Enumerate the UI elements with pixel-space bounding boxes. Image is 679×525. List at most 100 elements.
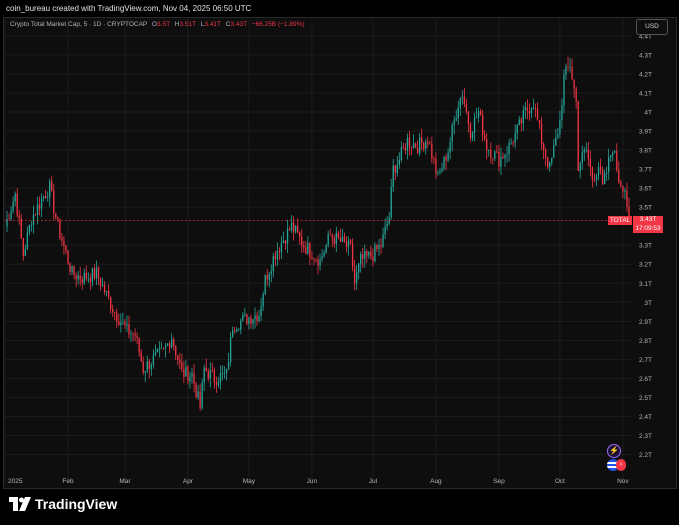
- events-badge-icon[interactable]: ›: [616, 459, 626, 471]
- chart-frame[interactable]: [3, 17, 677, 489]
- candle-body: [171, 339, 173, 348]
- candle-body: [325, 244, 327, 253]
- x-tick-label: Apr: [183, 478, 194, 485]
- candle-body: [10, 210, 12, 220]
- candle-body: [160, 347, 163, 349]
- candle-body: [453, 120, 455, 125]
- low-label: L: [200, 21, 205, 28]
- candle-body: [134, 333, 136, 336]
- candle-body: [6, 218, 8, 227]
- candle-body: [164, 345, 167, 349]
- currency-button[interactable]: USD: [636, 19, 668, 35]
- candle-body: [103, 284, 106, 293]
- candle-body: [494, 151, 496, 159]
- y-tick-label: 2.6T: [639, 376, 652, 383]
- candle-body: [506, 154, 508, 155]
- candle-body: [71, 266, 73, 272]
- candle-body: [431, 144, 433, 159]
- candle-body: [93, 268, 96, 279]
- y-tick-label: 3.9T: [639, 128, 652, 135]
- candle-body: [622, 185, 624, 192]
- candle-body: [189, 376, 191, 382]
- candle-body: [421, 137, 423, 143]
- candle-body: [124, 321, 126, 326]
- candle-body: [51, 181, 53, 191]
- candle-body: [538, 120, 541, 124]
- candle-body: [105, 290, 108, 293]
- y-tick-label: 3.5T: [639, 205, 652, 212]
- candle-body: [223, 372, 226, 374]
- candle-body: [280, 243, 283, 253]
- candle-body: [557, 134, 559, 138]
- candle-body: [262, 293, 264, 307]
- candle-body: [231, 330, 234, 337]
- candle-body: [620, 182, 622, 186]
- tradingview-logo: TradingView: [9, 496, 117, 512]
- candle-body: [158, 348, 161, 350]
- candle-body: [181, 362, 183, 370]
- candle-body: [614, 151, 616, 153]
- candle-body: [177, 355, 179, 360]
- candle-body: [331, 235, 333, 239]
- candle-body: [268, 273, 270, 280]
- candle-body: [26, 232, 29, 249]
- candle-body: [605, 172, 608, 174]
- candle-body: [459, 97, 461, 108]
- candle-body: [366, 251, 368, 256]
- close-value: 3.43T: [230, 21, 247, 28]
- candle-body: [335, 233, 337, 244]
- candle-body: [441, 168, 443, 172]
- candle-body: [97, 267, 100, 279]
- candle-body: [38, 204, 41, 209]
- candle-body: [341, 236, 344, 242]
- candle-body: [42, 195, 45, 199]
- candle-body: [374, 245, 376, 262]
- candle-body: [591, 167, 594, 181]
- candle-body: [394, 165, 396, 173]
- candle-body: [191, 373, 193, 377]
- candle-body: [272, 256, 274, 272]
- candle-body: [575, 88, 577, 102]
- candle-body: [469, 124, 472, 139]
- candle-body: [510, 142, 512, 144]
- y-tick-label: 4.3T: [639, 52, 652, 59]
- candle-body: [197, 391, 199, 398]
- candle-body: [20, 218, 22, 239]
- y-tick-label: 2.3T: [639, 433, 652, 440]
- candle-body: [567, 66, 569, 68]
- candle-body: [327, 234, 329, 245]
- candle-body: [437, 172, 439, 174]
- candle-body: [579, 163, 581, 171]
- candle-body: [311, 257, 313, 260]
- candle-body: [81, 279, 83, 283]
- candle-body: [339, 237, 342, 242]
- candle-body: [378, 245, 380, 250]
- candle-body: [370, 251, 372, 257]
- candle-body: [347, 240, 350, 247]
- candle-body: [573, 79, 575, 89]
- candle-body: [329, 234, 331, 236]
- candle-body: [44, 195, 47, 199]
- candle-body: [61, 237, 63, 241]
- candle-body: [512, 142, 514, 144]
- candle-body: [608, 157, 610, 173]
- close-label: C: [225, 21, 231, 28]
- price-tag-countdown: 17:09:53: [635, 224, 661, 232]
- candle-body: [118, 321, 120, 326]
- candle-body: [276, 250, 279, 260]
- candle-body: [28, 225, 31, 233]
- candle-body: [321, 256, 323, 259]
- price-tag-symbol: TOTAL: [608, 216, 632, 225]
- candle-body: [211, 370, 213, 371]
- x-tick-label: Feb: [62, 478, 74, 485]
- x-tick-label: Nov: [617, 478, 629, 485]
- candle-body: [392, 165, 394, 188]
- candle-body: [242, 315, 244, 321]
- candle-body: [345, 241, 348, 247]
- candle-body: [297, 225, 299, 233]
- candle-body: [313, 259, 315, 261]
- candle-body: [368, 251, 370, 256]
- lightning-icon[interactable]: ⚡: [607, 444, 621, 458]
- candle-body: [490, 150, 492, 158]
